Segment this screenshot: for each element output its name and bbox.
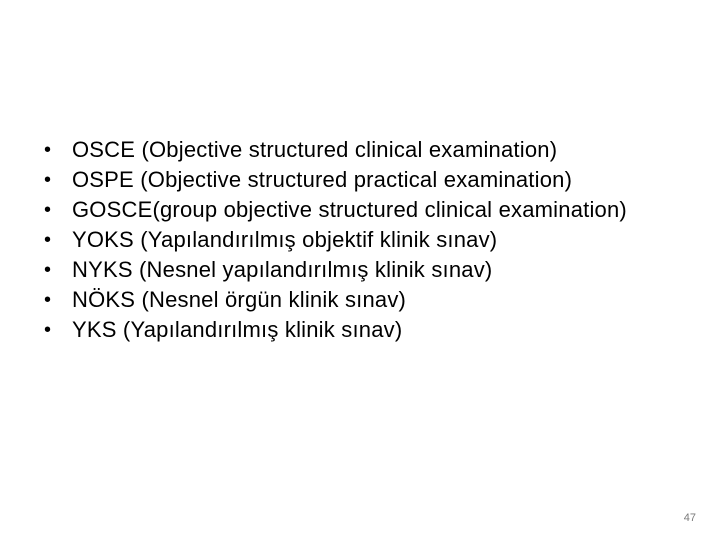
bullet-text: NÖKS (Nesnel örgün klinik sınav) — [72, 286, 406, 314]
bullet-icon: • — [44, 316, 72, 344]
bullet-icon: • — [44, 286, 72, 314]
page-number: 47 — [684, 512, 696, 524]
list-item: • YOKS (Yapılandırılmış objektif klinik … — [44, 226, 676, 254]
bullet-icon: • — [44, 256, 72, 284]
bullet-text: NYKS (Nesnel yapılandırılmış klinik sına… — [72, 256, 492, 284]
list-item: • YKS (Yapılandırılmış klinik sınav) — [44, 316, 676, 344]
bullet-icon: • — [44, 136, 72, 164]
list-item: • OSPE (Objective structured practical e… — [44, 166, 676, 194]
slide: • OSCE (Objective structured clinical ex… — [0, 0, 720, 540]
list-item: • GOSCE(group objective structured clini… — [44, 196, 676, 224]
list-item: • NÖKS (Nesnel örgün klinik sınav) — [44, 286, 676, 314]
list-item: • OSCE (Objective structured clinical ex… — [44, 136, 676, 164]
bullet-icon: • — [44, 196, 72, 224]
list-item: • NYKS (Nesnel yapılandırılmış klinik sı… — [44, 256, 676, 284]
bullet-text: OSCE (Objective structured clinical exam… — [72, 136, 557, 164]
bullet-icon: • — [44, 166, 72, 194]
bullet-icon: • — [44, 226, 72, 254]
bullet-text: YOKS (Yapılandırılmış objektif klinik sı… — [72, 226, 497, 254]
bullet-text: OSPE (Objective structured practical exa… — [72, 166, 572, 194]
bullet-text: GOSCE(group objective structured clinica… — [72, 196, 627, 224]
bullet-text: YKS (Yapılandırılmış klinik sınav) — [72, 316, 402, 344]
bullet-list-container: • OSCE (Objective structured clinical ex… — [44, 136, 676, 346]
bullet-list: • OSCE (Objective structured clinical ex… — [44, 136, 676, 344]
